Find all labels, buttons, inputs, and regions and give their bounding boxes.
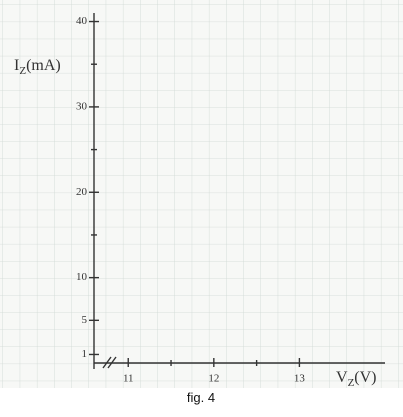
x-axis-label-part: V	[336, 369, 348, 386]
y-tick-label: 1	[82, 348, 88, 360]
y-axis-label: IZ(mA)	[14, 57, 61, 77]
x-axis-label-part: Z	[348, 377, 355, 389]
y-axis-label-part: (mA)	[26, 57, 61, 74]
x-tick-label: 12	[208, 373, 219, 385]
x-tick-label: 13	[294, 373, 306, 385]
x-axis-label-part: (V)	[354, 369, 376, 386]
x-axis-label: VZ(V)	[336, 369, 377, 389]
y-tick-label: 10	[76, 271, 88, 283]
y-axis-label-part: Z	[19, 65, 26, 77]
y-tick-label: 40	[76, 15, 88, 27]
axis-break	[102, 356, 112, 369]
y-tick-label: 20	[76, 186, 88, 198]
x-tick-label: 11	[123, 373, 134, 385]
grid-pattern	[0, 0, 403, 388]
y-axis-label-part: I	[14, 57, 19, 74]
axis-break	[107, 356, 117, 369]
y-tick-label: 5	[82, 314, 88, 326]
y-tick-label: 30	[76, 100, 88, 112]
caption: fig. 4	[187, 390, 215, 405]
